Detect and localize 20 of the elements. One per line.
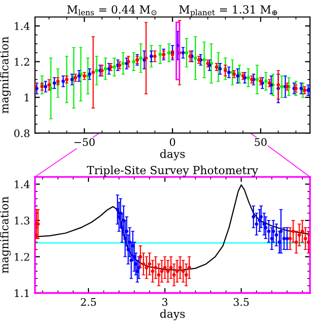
- y-tick-label: 1.2: [14, 58, 30, 66]
- x-axis-title: days: [160, 309, 185, 320]
- y-tick-label: 1.3: [14, 216, 30, 225]
- y-axis-title: magnification: [0, 36, 11, 114]
- chart-title: Triple-Site Survey Photometry: [86, 166, 258, 177]
- y-tick-label: 0.8: [14, 129, 30, 138]
- x-tick-label: 50: [254, 138, 267, 146]
- y-tick-label: 1.1: [14, 289, 29, 298]
- x-axis-title: days: [160, 149, 185, 160]
- y-tick-label: 1.4: [14, 180, 30, 188]
- x-tick-label: 3: [162, 298, 168, 306]
- x-tick-label: 3.5: [234, 298, 249, 306]
- y-axis-title: magnification: [0, 196, 11, 274]
- chart-title: M$_{lens}$ = 0.44 M$_{⊙}$ M$_{planet}$ = 1.31 M$_{⊕}$: [67, 5, 278, 17]
- x-tick-label: −50: [74, 138, 95, 146]
- x-tick-label: 0: [170, 138, 176, 146]
- y-tick-label: 1.2: [14, 252, 30, 261]
- y-tick-label: 1.4: [14, 22, 30, 30]
- x-tick-label: 2.5: [80, 298, 96, 306]
- y-tick-label: 1: [24, 94, 29, 102]
